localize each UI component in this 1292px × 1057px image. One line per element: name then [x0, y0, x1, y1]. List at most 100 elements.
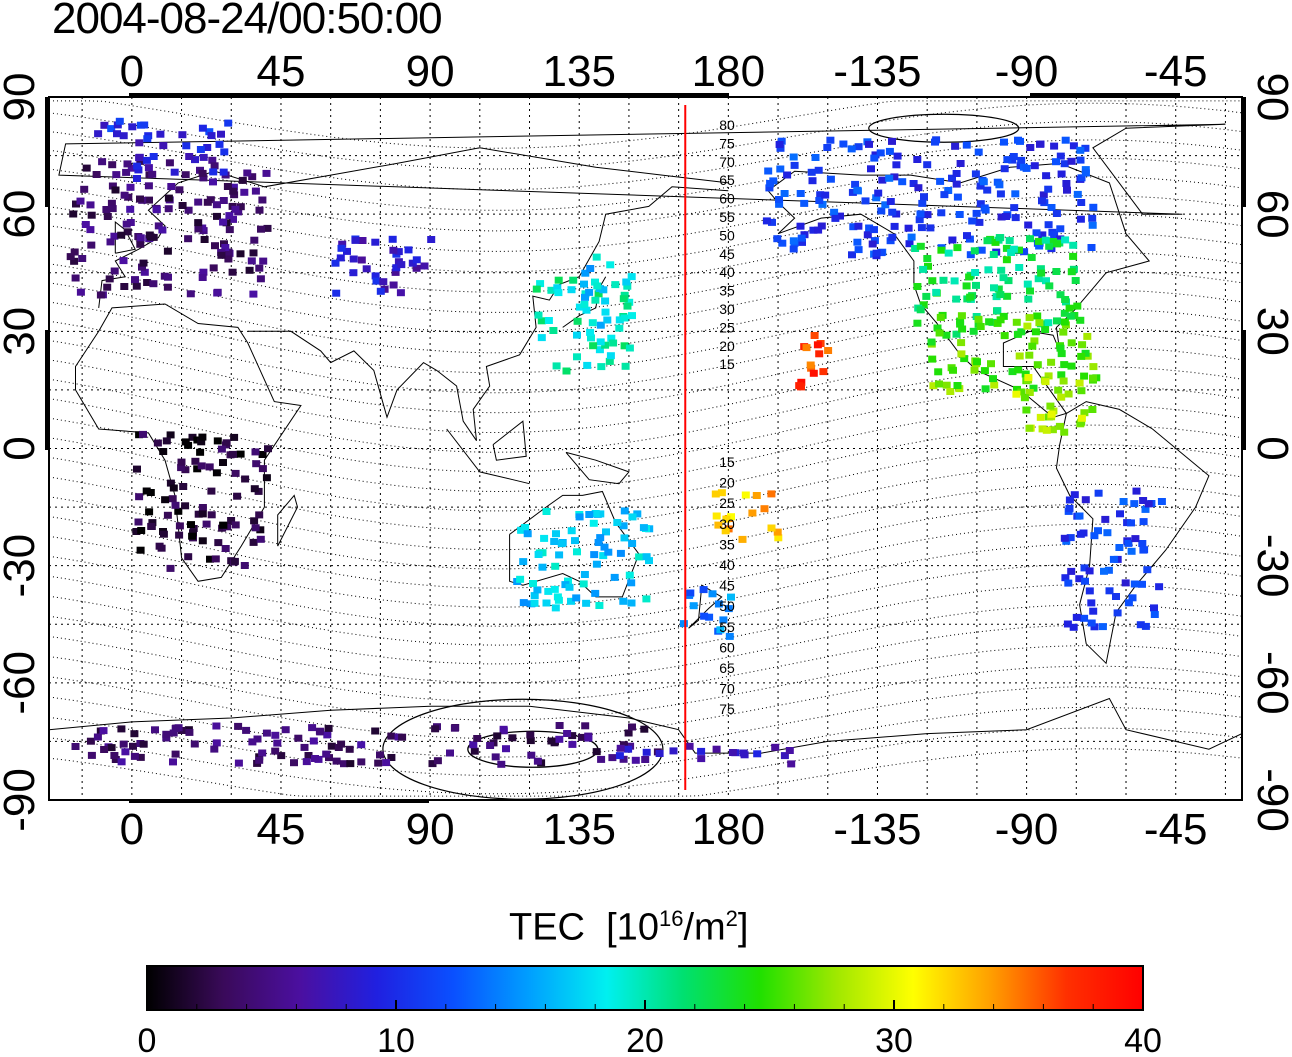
tec-cell: [608, 754, 617, 762]
tec-cell: [70, 248, 79, 256]
tec-cell: [300, 743, 309, 751]
tec-cell: [193, 465, 202, 473]
tec-cell: [86, 737, 95, 745]
tec-cell: [228, 268, 237, 276]
tec-cell: [1024, 221, 1033, 229]
contour-line: [49, 464, 1242, 551]
tec-cell: [213, 212, 221, 220]
tec-cell: [919, 301, 928, 309]
tec-cell: [251, 187, 260, 195]
tec-cell: [185, 153, 194, 160]
tec-cell: [526, 731, 535, 739]
tec-cell: [624, 745, 633, 753]
tec-cell: [542, 508, 551, 515]
tec-cell: [962, 141, 971, 149]
tec-cell: [1077, 387, 1086, 395]
tec-cell: [956, 160, 965, 167]
tec-cell: [1038, 231, 1047, 239]
tec-cell: [327, 742, 336, 750]
tec-cell: [1053, 317, 1061, 325]
contour-pole-south-outer: [382, 698, 664, 800]
tec-cell: [582, 599, 591, 607]
coastline: [58, 123, 1226, 215]
tec-cell: [789, 153, 798, 161]
contour-line: [49, 727, 1242, 795]
tec-cell: [974, 148, 983, 156]
tec-cell: [132, 282, 141, 290]
tec-cell: [222, 439, 231, 447]
tec-cell: [848, 188, 857, 196]
tec-cell: [581, 269, 590, 277]
tec-cell: [66, 253, 75, 261]
tec-cell: [952, 170, 961, 177]
tec-cell: [809, 369, 818, 377]
tec-cell: [396, 289, 405, 297]
tec-cell: [499, 725, 508, 733]
contour-label: 55: [719, 619, 735, 635]
tec-region-europe: [66, 156, 272, 299]
colorbar-tick-label: 30: [875, 1022, 913, 1057]
tec-cell: [585, 511, 594, 518]
tec-cell: [592, 560, 601, 568]
tec-cell: [773, 235, 782, 243]
tec-cell: [776, 165, 785, 173]
tec-cell: [1056, 291, 1065, 299]
tec-cell: [699, 586, 708, 594]
tec-cell: [774, 534, 783, 542]
tec-cell: [1150, 611, 1159, 618]
tec-cell: [169, 484, 178, 492]
tec-cell: [1041, 326, 1050, 333]
tec-cell: [946, 388, 955, 395]
tec-cell: [213, 289, 222, 297]
tec-cell: [336, 254, 345, 262]
tec-cell: [196, 146, 205, 153]
tec-cell: [175, 531, 184, 539]
tec-cell: [248, 738, 257, 746]
tec-cell: [922, 292, 931, 300]
tec-cell: [238, 176, 247, 184]
tec-cell: [1136, 621, 1145, 629]
tec-cell: [1052, 158, 1060, 166]
tec-cell: [808, 177, 817, 185]
tec-cell: [599, 552, 608, 560]
tec-cell: [1017, 156, 1026, 164]
tec-cell: [724, 605, 733, 613]
tec-cell: [1085, 587, 1094, 595]
tec-cell: [542, 599, 551, 607]
tec-cell: [591, 510, 600, 517]
tec-cell: [228, 450, 237, 458]
tec-cell: [551, 604, 560, 612]
tec-cell: [174, 507, 183, 515]
tec-cell: [952, 180, 961, 188]
colorbar-unit-mid: /m: [683, 906, 726, 949]
tec-cell: [689, 602, 698, 610]
tec-cell: [1045, 282, 1054, 290]
tec-cell: [1041, 236, 1050, 244]
tec-cell: [969, 327, 978, 335]
tec-cell: [550, 585, 559, 593]
tec-cell: [591, 589, 600, 597]
tec-cell: [119, 132, 128, 140]
tec-cell: [537, 317, 546, 325]
tec-cell: [144, 182, 153, 190]
tec-cell: [937, 209, 946, 217]
tec-cell: [714, 600, 723, 608]
tec-cell: [819, 368, 828, 376]
tec-cell: [1094, 489, 1103, 497]
tec-cell: [117, 758, 126, 766]
tec-cell: [963, 232, 971, 240]
tec-cell: [996, 291, 1005, 299]
contour-label: 70: [719, 154, 735, 170]
tec-cell: [800, 199, 809, 207]
tec-cell: [311, 755, 319, 762]
tec-cell: [944, 249, 953, 257]
tec-cell: [913, 283, 922, 290]
tec-cell: [181, 171, 190, 179]
tec-cell: [427, 236, 436, 243]
tec-cell: [1052, 210, 1061, 217]
tec-data-cells: [66, 117, 1166, 768]
tec-cell: [149, 153, 158, 160]
tec-cell: [165, 159, 174, 167]
tec-cell: [304, 752, 313, 759]
tec-cell: [1064, 390, 1073, 398]
